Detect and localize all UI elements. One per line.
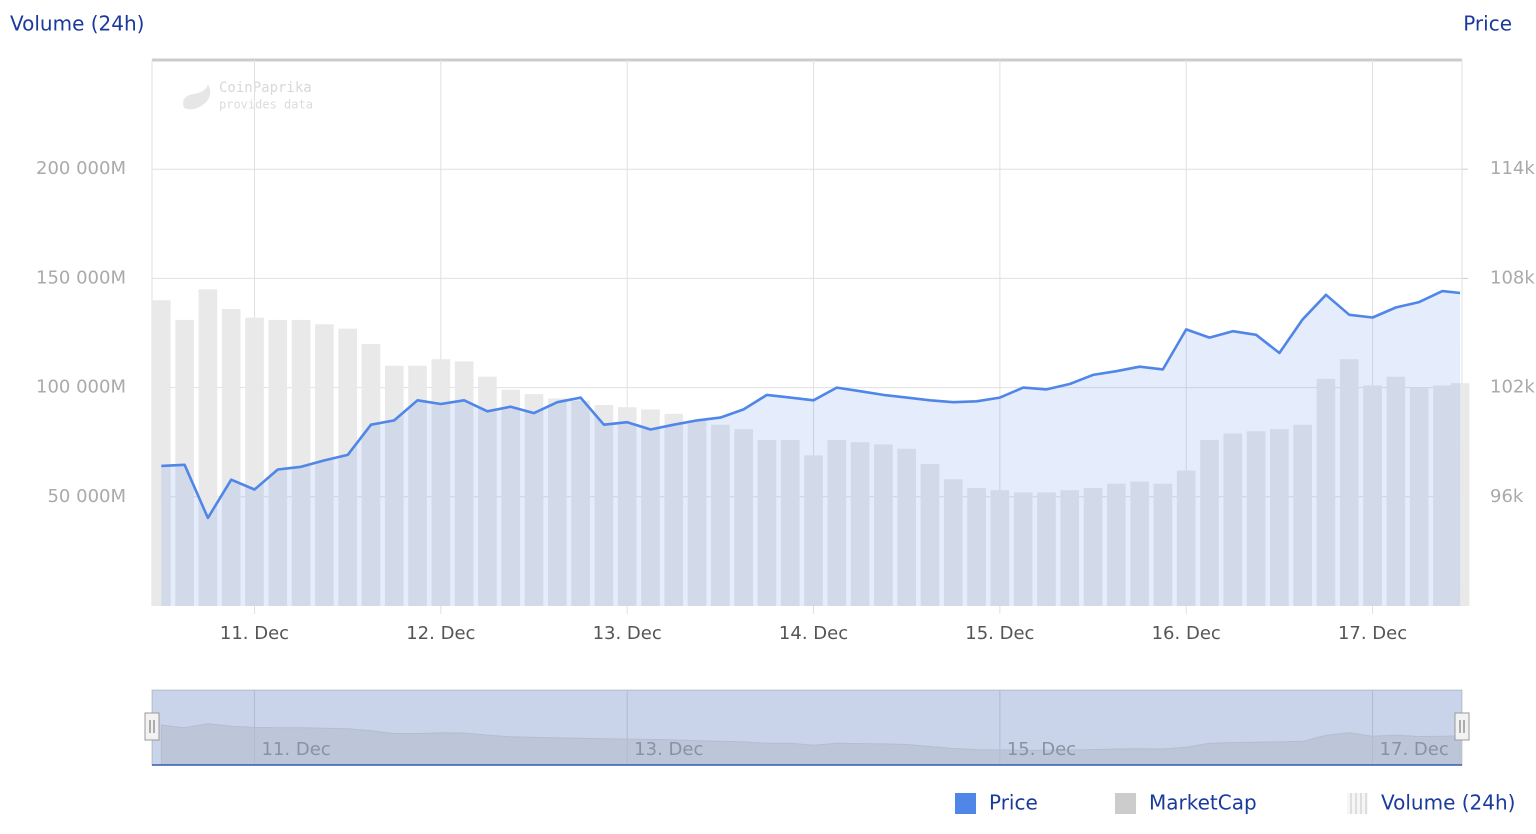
volume-bar <box>175 319 194 606</box>
navigator-tick-label: 15. Dec <box>1007 739 1076 760</box>
navigator-tick-label: 11. Dec <box>261 739 330 760</box>
y2-tick-label: 108k <box>1490 267 1535 288</box>
legend-symbol[interactable] <box>1115 793 1136 814</box>
legend-symbol[interactable] <box>1347 793 1368 814</box>
volume-bar <box>1409 387 1429 606</box>
volume-bar <box>897 448 917 606</box>
watermark-logo <box>183 84 211 110</box>
x-tick-label: 12. Dec <box>406 623 475 644</box>
volume-bar <box>594 405 614 606</box>
volume-bar <box>1200 440 1219 606</box>
volume-bar <box>524 394 544 606</box>
y-tick-label: 150 000M <box>36 267 126 288</box>
legend-label[interactable]: Volume (24h) <box>1381 791 1515 815</box>
plot-area: 50 000M 100 000M 150 000M 200 000M 96k 102k 10… <box>36 58 1535 644</box>
volume-bar <box>641 409 660 606</box>
volume-bar <box>850 442 870 606</box>
volume-bar <box>1293 424 1312 606</box>
legend-label[interactable]: Price <box>989 791 1038 815</box>
volume-bar <box>804 455 823 606</box>
volume-bar <box>1107 483 1126 606</box>
volume-bar <box>384 365 404 606</box>
x-tick-label: 11. Dec <box>220 623 289 644</box>
volume-bar <box>967 488 986 606</box>
volume-bar <box>454 361 474 606</box>
navigator-handle[interactable] <box>144 712 160 741</box>
volume-bar <box>1083 488 1103 606</box>
volume-bar <box>1153 483 1173 606</box>
volume-bar <box>920 464 940 606</box>
navigator-tick-label: 13. Dec <box>634 739 703 760</box>
volume-bar <box>361 343 381 606</box>
navigator: 11. Dec 13. Dec 15. Dec 17. Dec <box>144 689 1470 766</box>
y-tick-label: 50 000M <box>47 486 126 507</box>
legend-symbol[interactable] <box>955 793 976 814</box>
y-tick-label: 200 000M <box>36 158 126 179</box>
volume-bar <box>478 376 497 606</box>
watermark: CoinPaprika provides data <box>183 80 313 112</box>
volume-bar <box>245 317 264 606</box>
y-tick-label: 100 000M <box>36 377 126 398</box>
volume-bar <box>571 400 590 606</box>
y-axis-title: Volume (24h) <box>10 12 144 36</box>
volume-bar <box>408 365 427 606</box>
volume-bar <box>734 429 753 606</box>
volume-bar <box>221 308 241 606</box>
volume-bar <box>874 444 893 606</box>
y2-tick-label: 102k <box>1490 377 1535 398</box>
watermark-text: CoinPaprika <box>219 80 312 96</box>
x-tick-label: 17. Dec <box>1338 623 1407 644</box>
volume-bar <box>664 413 684 606</box>
volume-bar <box>990 490 1010 606</box>
volume-bar <box>291 319 311 606</box>
volume-bar <box>687 420 707 606</box>
volume-bar <box>711 424 730 606</box>
volume-bar <box>827 440 847 606</box>
x-tick-label: 15. Dec <box>965 623 1034 644</box>
volume-bar <box>152 300 171 606</box>
volume-bar <box>1339 359 1359 606</box>
navigator-series <box>160 723 1461 766</box>
y2-axis-title: Price <box>1463 12 1512 36</box>
y2-tick-label: 114k <box>1490 158 1535 179</box>
volume-bar <box>1013 492 1033 606</box>
price-line <box>161 289 1461 520</box>
volume-bar <box>338 328 357 606</box>
x-tick-label: 14. Dec <box>779 623 848 644</box>
navigator-selection[interactable] <box>152 690 1462 765</box>
volume-bar <box>1433 385 1452 606</box>
volume-bar <box>617 407 637 606</box>
x-tick-label: 13. Dec <box>593 623 662 644</box>
watermark-text: provides data <box>219 98 313 112</box>
volume-bar <box>198 289 218 606</box>
volume-bar <box>1037 492 1056 606</box>
price-area <box>161 291 1461 606</box>
volume-bar <box>547 398 567 606</box>
volume-bar <box>1270 429 1289 606</box>
volume-bar <box>1060 490 1080 606</box>
volume-bar <box>1223 433 1243 606</box>
x-tick-label: 16. Dec <box>1152 623 1221 644</box>
volume-bar <box>757 440 777 606</box>
volume-bar <box>268 319 288 606</box>
volume-bar <box>501 389 521 606</box>
volume-bar <box>1176 470 1196 606</box>
y2-tick-label: 96k <box>1490 486 1524 507</box>
legend-label[interactable]: MarketCap <box>1149 791 1257 815</box>
navigator-handle[interactable] <box>1454 712 1470 741</box>
volume-bar <box>431 359 451 606</box>
volume-bar <box>1386 376 1406 606</box>
volume-bar <box>1363 385 1382 606</box>
volume-bar <box>1450 383 1470 606</box>
volume-bar <box>1130 481 1149 606</box>
volume-bar <box>1316 378 1336 606</box>
legend: Price MarketCap Volume (24h) <box>955 791 1515 815</box>
volume-bar <box>1246 431 1266 606</box>
volume-bar <box>780 440 800 606</box>
volume-bar <box>315 324 334 606</box>
volume-bar <box>943 479 963 606</box>
navigator-tick-label: 17. Dec <box>1380 739 1449 760</box>
